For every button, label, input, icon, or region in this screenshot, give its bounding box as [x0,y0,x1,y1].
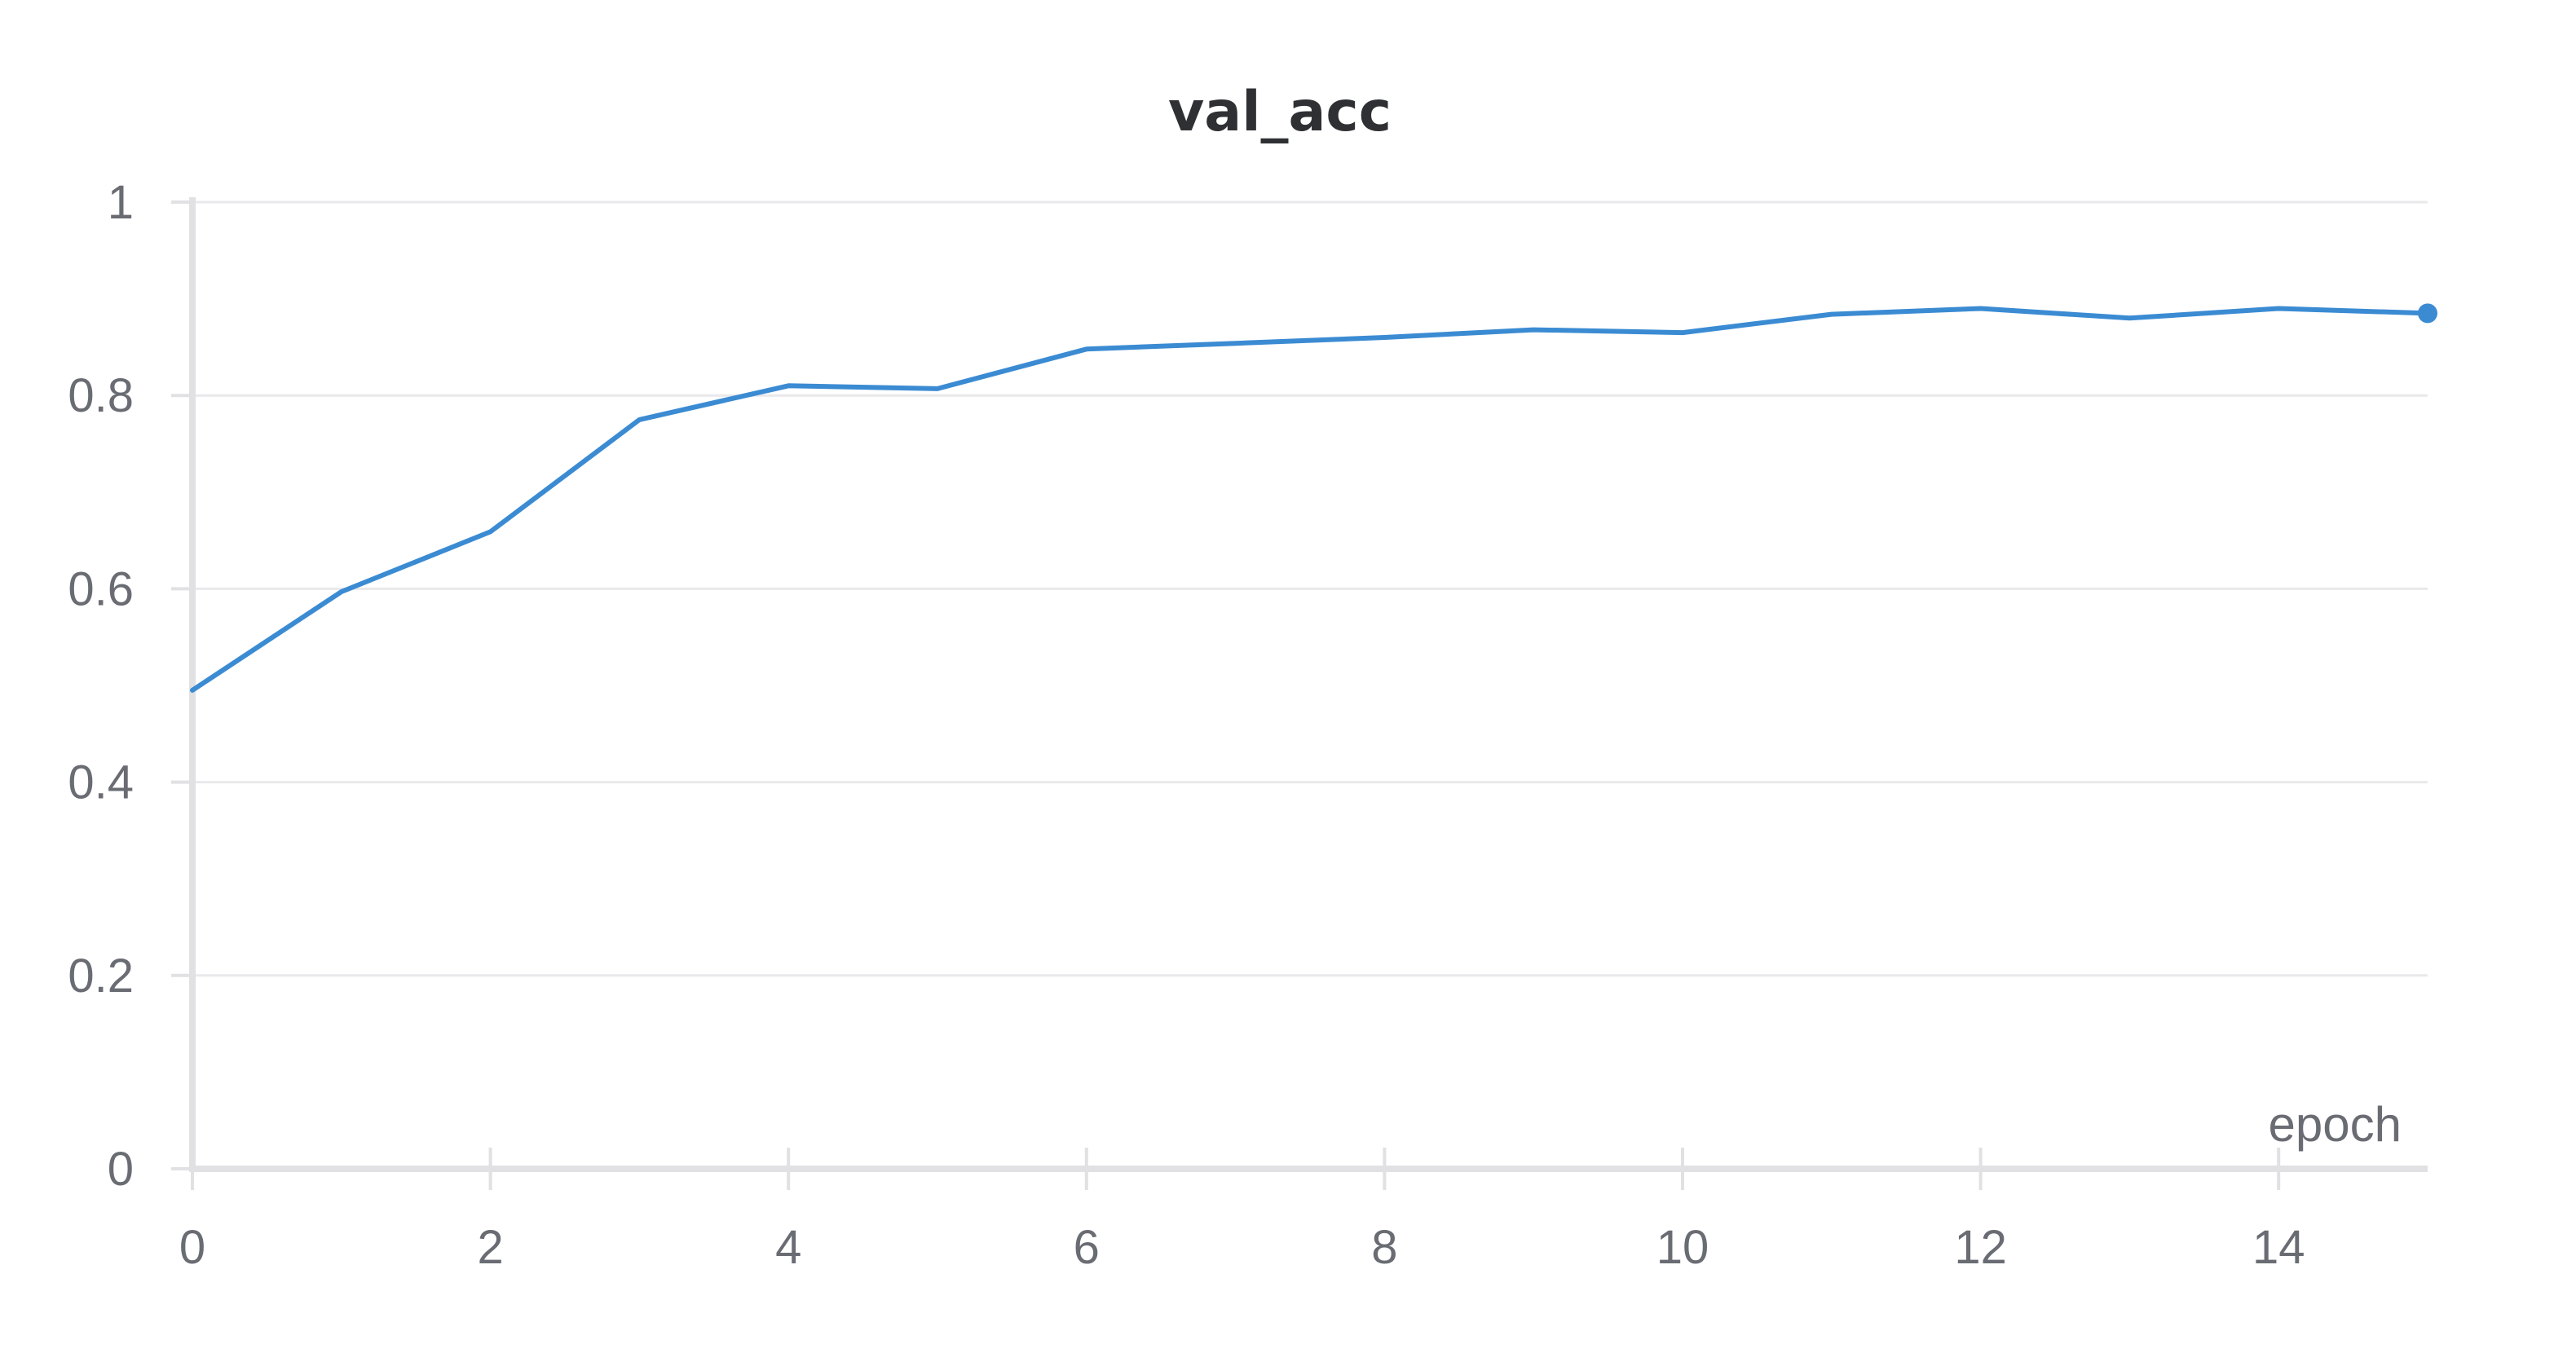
axes [171,197,2428,1190]
y-tick-label: 0.6 [68,562,134,615]
y-tick-label: 0.8 [68,369,134,422]
series-end-point [2418,303,2437,324]
x-tick-label: 6 [1074,1221,1100,1274]
y-tick-labels: 0 0.2 0.4 0.6 0.8 1 [68,176,134,1196]
series-line-0 [190,306,2430,693]
grid-lines [192,201,2428,977]
y-tick-label: 0.4 [68,756,134,809]
x-tick-label: 4 [775,1221,801,1274]
y-tick-label: 0.2 [68,950,134,1003]
y-tick-label: 1 [108,176,134,229]
x-tick-label: 2 [477,1221,503,1274]
chart-title: val_acc [1168,80,1392,144]
x-tick-label: 12 [1954,1221,2007,1274]
y-tick-label: 0 [108,1143,134,1196]
x-tick-label: 8 [1371,1221,1397,1274]
x-axis-label: epoch [2269,1097,2402,1152]
x-tick-label: 10 [1656,1221,1709,1274]
x-tick-labels: 0 2 4 6 8 10 12 14 [179,1221,2305,1274]
x-tick-label: 0 [179,1221,205,1274]
series-layer [190,303,2437,693]
x-tick-label: 14 [2252,1221,2305,1274]
